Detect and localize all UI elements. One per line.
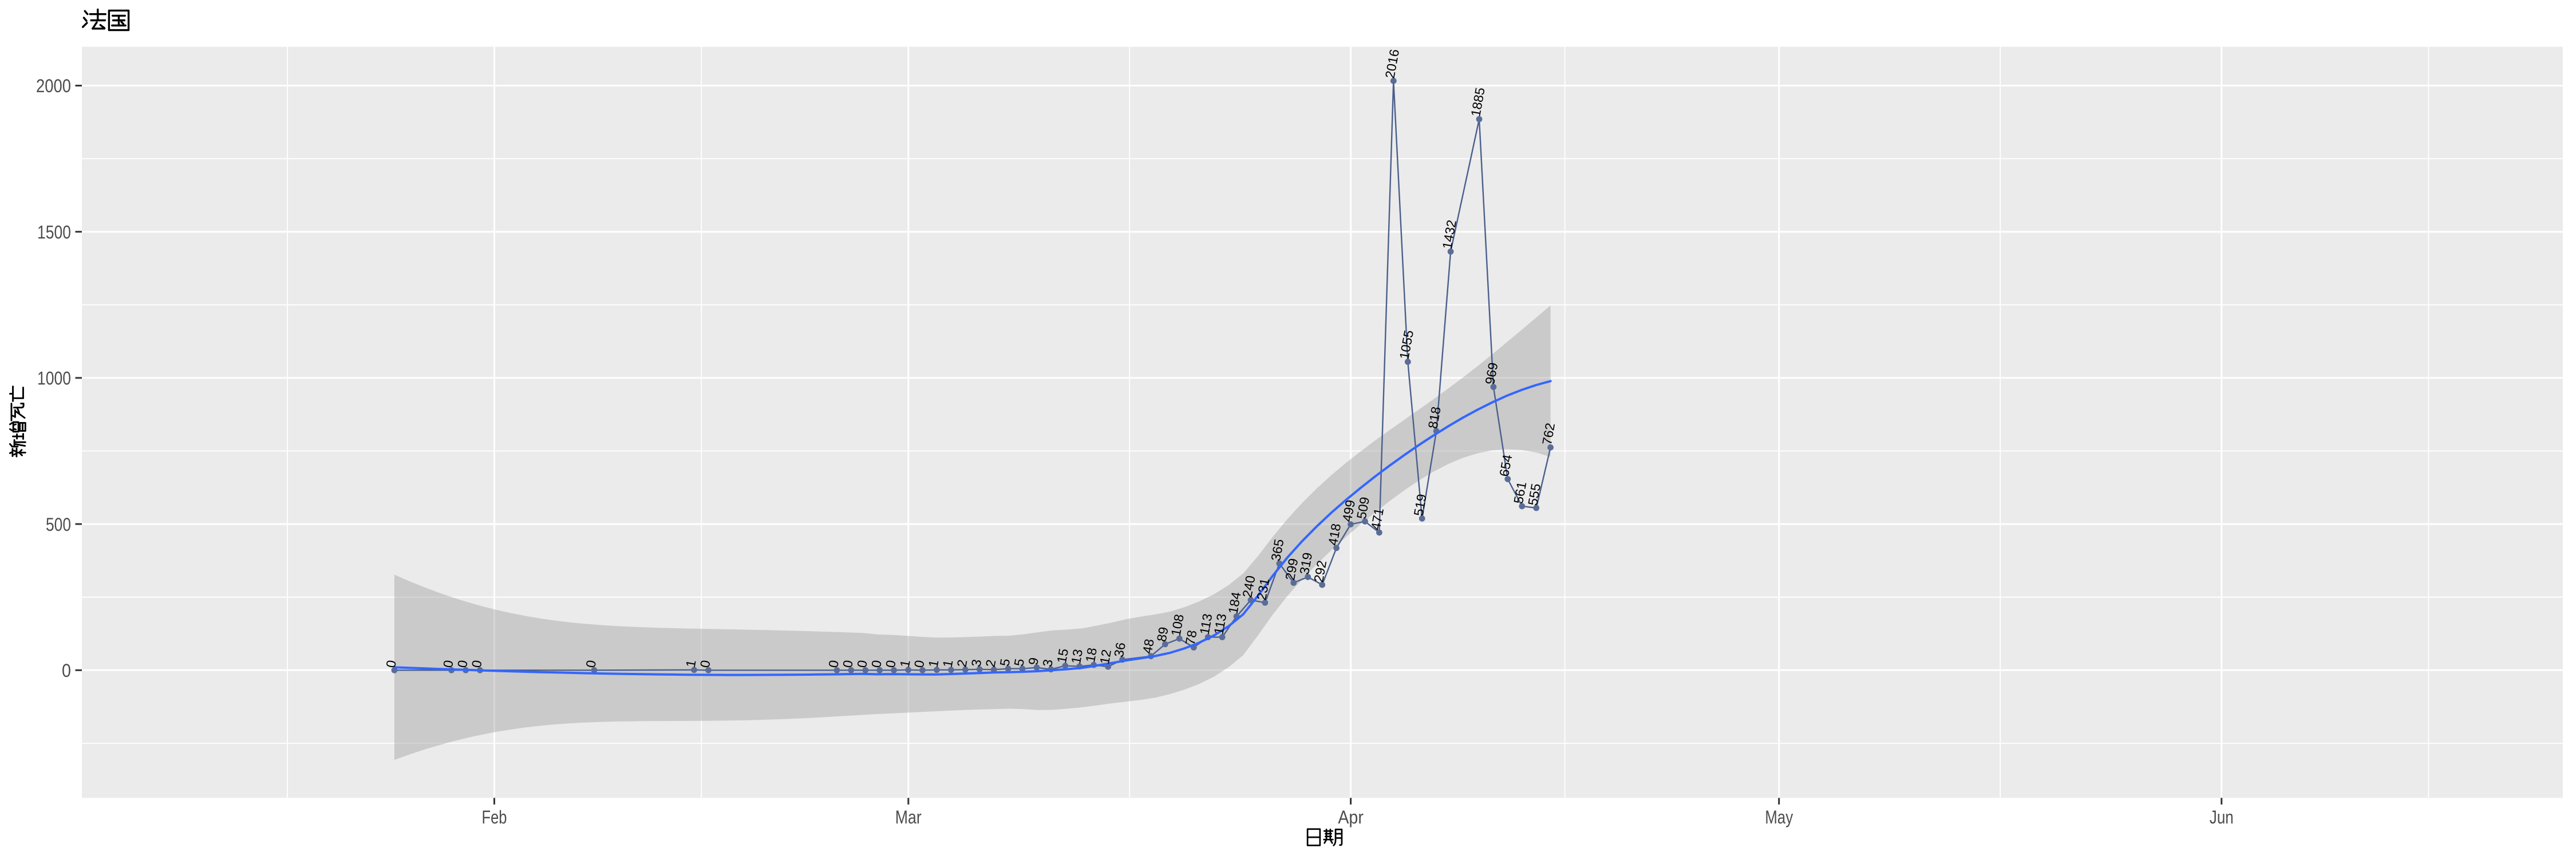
- svg-text:2: 2: [983, 659, 999, 668]
- svg-text:5: 5: [1011, 657, 1027, 667]
- svg-text:0: 0: [583, 659, 599, 669]
- svg-text:0: 0: [455, 659, 471, 669]
- svg-text:0: 0: [840, 659, 856, 669]
- svg-text:2000: 2000: [36, 76, 71, 96]
- svg-text:5: 5: [997, 657, 1013, 667]
- svg-text:0: 0: [383, 659, 399, 669]
- svg-text:0: 0: [440, 659, 456, 669]
- svg-text:3: 3: [969, 658, 985, 668]
- svg-text:1: 1: [940, 659, 956, 668]
- svg-text:89: 89: [1154, 626, 1171, 643]
- svg-text:0: 0: [469, 659, 485, 669]
- svg-text:13: 13: [1068, 648, 1085, 665]
- svg-text:48: 48: [1140, 638, 1157, 655]
- svg-text:15: 15: [1054, 647, 1071, 664]
- svg-text:1: 1: [897, 659, 913, 668]
- svg-text:113: 113: [1211, 613, 1229, 636]
- svg-text:18: 18: [1082, 647, 1100, 664]
- svg-text:2: 2: [954, 659, 970, 668]
- svg-text:Feb: Feb: [482, 807, 507, 828]
- svg-text:78: 78: [1183, 629, 1200, 646]
- svg-text:1: 1: [926, 659, 942, 668]
- svg-text:Mar: Mar: [895, 807, 922, 828]
- svg-text:3: 3: [1040, 658, 1056, 668]
- svg-text:0: 0: [854, 659, 870, 669]
- svg-text:12: 12: [1097, 648, 1114, 665]
- svg-text:36: 36: [1111, 641, 1128, 659]
- svg-text:May: May: [1765, 807, 1793, 828]
- svg-text:1: 1: [683, 659, 699, 668]
- svg-text:0: 0: [911, 659, 927, 669]
- svg-text:113: 113: [1197, 613, 1215, 636]
- svg-text:500: 500: [46, 514, 71, 535]
- svg-text:0: 0: [697, 659, 713, 669]
- svg-text:Apr: Apr: [1338, 807, 1364, 828]
- svg-text:9: 9: [1025, 656, 1041, 666]
- svg-text:1500: 1500: [37, 222, 71, 242]
- svg-text:0: 0: [868, 659, 884, 669]
- svg-text:0: 0: [825, 659, 841, 669]
- svg-text:1000: 1000: [37, 368, 71, 389]
- svg-text:0: 0: [883, 659, 899, 669]
- svg-text:0: 0: [62, 660, 71, 681]
- svg-text:Jun: Jun: [2210, 807, 2234, 828]
